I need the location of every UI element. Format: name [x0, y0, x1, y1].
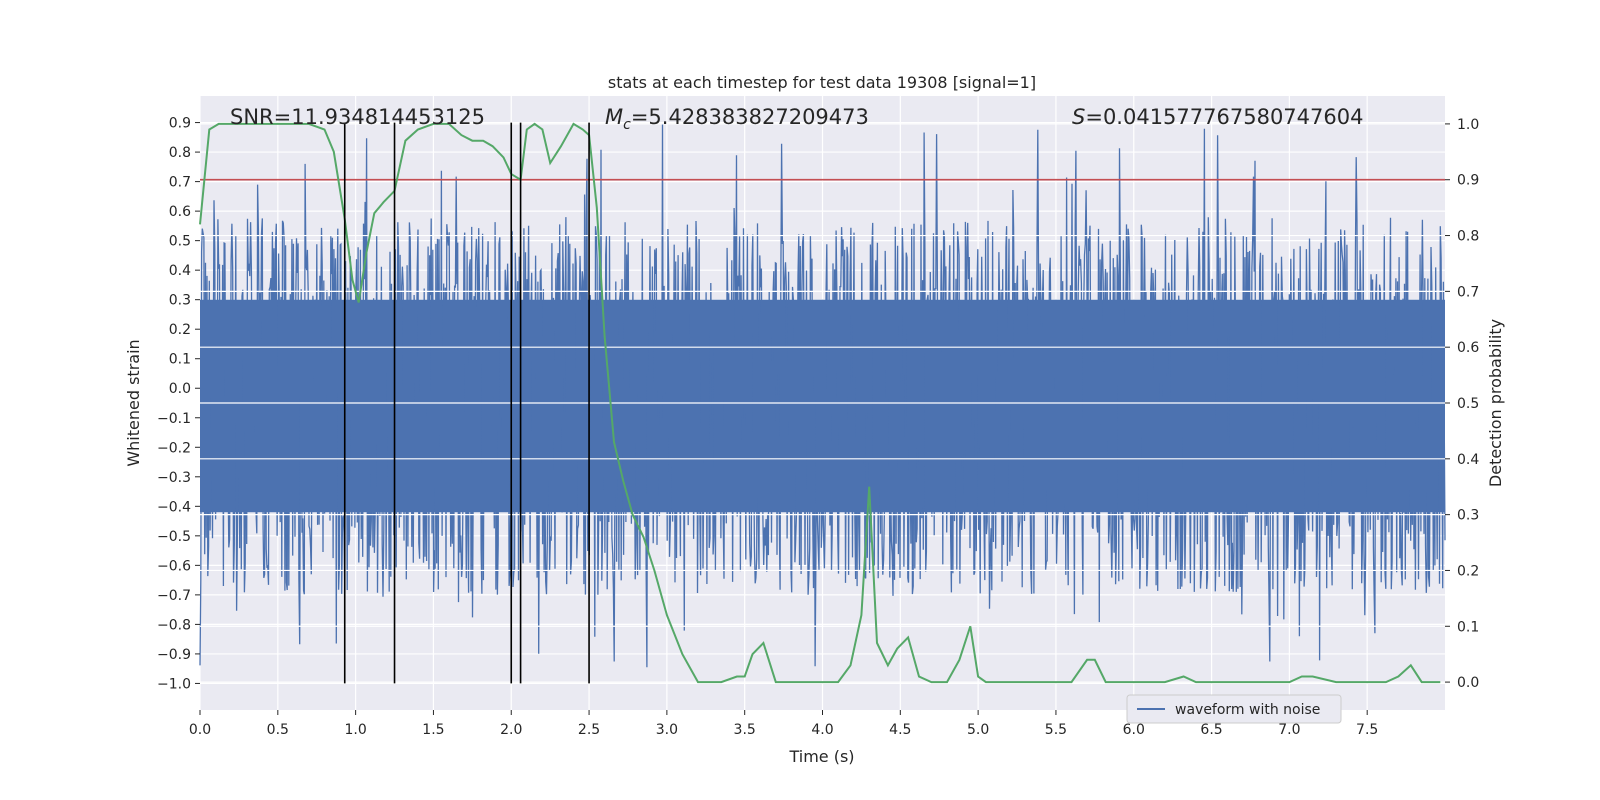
y-tick-label-10: −0.1 [157, 411, 191, 427]
y-tick-label-14: −0.5 [157, 529, 191, 545]
y-right-tick-label-6: 0.4 [1457, 452, 1479, 468]
y-right-tick-label-2: 0.8 [1457, 229, 1479, 245]
legend-label-waveform: waveform with noise [1175, 702, 1320, 718]
y-tick-label-1: 0.8 [169, 145, 191, 161]
y-tick-label-3: 0.6 [169, 204, 191, 220]
x-tick-label-14: 7.0 [1278, 722, 1300, 738]
x-tick-label-1: 0.5 [267, 722, 289, 738]
s-value: =0.041577767580747604 [1085, 105, 1363, 129]
y-tick-label-7: 0.2 [169, 322, 191, 338]
waveform-line [199, 123, 1446, 668]
x-tick-label-5: 2.5 [578, 722, 600, 738]
x-ticks: 0.0 0.5 1.0 1.5 2.0 2.5 3.0 3.5 4.0 4.5 5.0 5.5 6.0 6… [189, 710, 1378, 738]
vertical-markers [343, 122, 590, 684]
x-tick-label-3: 1.5 [422, 722, 444, 738]
y-right-tick-label-4: 0.6 [1457, 340, 1479, 356]
legend-box [1126, 694, 1342, 724]
y-tick-label-18: −0.9 [157, 647, 191, 663]
x-tick-label-7: 3.5 [734, 722, 756, 738]
s-symbol: S [1072, 105, 1085, 129]
mc-annotation: Mc=5.428383827209473 [605, 105, 869, 133]
mc-subscript: c [623, 117, 631, 133]
y-tick-label-4: 0.5 [169, 234, 191, 250]
y-right-tick-label-9: 0.1 [1457, 619, 1479, 635]
x-tick-label-12: 6.0 [1123, 722, 1145, 738]
x-axis-label: Time (s) [788, 747, 854, 766]
y-tick-label-11: −0.2 [157, 440, 191, 456]
s-annotation: S=0.041577767580747604 [1072, 105, 1363, 129]
y-right-tick-label-7: 0.3 [1457, 508, 1479, 524]
y-tick-label-9: 0.0 [169, 381, 191, 397]
y-tick-label-16: −0.7 [157, 588, 191, 604]
x-tick-label-13: 6.5 [1200, 722, 1222, 738]
y-tick-label-13: −0.4 [157, 499, 191, 515]
x-tick-label-10: 5.0 [967, 722, 989, 738]
waveform-series [199, 123, 1446, 668]
chart-title: stats at each timestep for test data 193… [608, 73, 1036, 92]
y-axis-label-right: Detection probability [1486, 319, 1505, 487]
y-right-tick-label-5: 0.5 [1457, 396, 1479, 412]
y-right-tick-label-1: 0.9 [1457, 173, 1479, 189]
y-tick-label-6: 0.3 [169, 293, 191, 309]
y-tick-label-5: 0.4 [169, 263, 191, 279]
probability-line [199, 122, 1441, 684]
mc-value: =5.428383827209473 [631, 105, 869, 129]
snr-annotation: SNR=11.934814453125 [230, 105, 485, 129]
mc-symbol: M [605, 105, 623, 129]
y-tick-label-8: 0.1 [169, 352, 191, 368]
y-tick-label-19: −1.0 [157, 676, 191, 692]
x-tick-label-11: 5.5 [1045, 722, 1067, 738]
y-tick-label-2: 0.7 [169, 175, 191, 191]
probability-layer [199, 122, 1445, 684]
y-tick-label-0: 0.9 [169, 116, 191, 132]
x-tick-label-2: 1.0 [344, 722, 366, 738]
legend: waveform with noise [1126, 694, 1342, 724]
y-tick-label-12: −0.3 [157, 470, 191, 486]
y-tick-label-17: −0.8 [157, 617, 191, 633]
y-right-tick-label-8: 0.2 [1457, 563, 1479, 579]
x-tick-label-15: 7.5 [1356, 722, 1378, 738]
y-right-tick-label-0: 1.0 [1457, 117, 1479, 133]
x-tick-label-8: 4.0 [811, 722, 833, 738]
y-tick-label-15: −0.6 [157, 558, 191, 574]
x-tick-label-6: 3.0 [656, 722, 678, 738]
x-tick-label-4: 2.0 [500, 722, 522, 738]
y-axis-label-left: Whitened strain [124, 339, 143, 466]
y-right-tick-label-3: 0.7 [1457, 284, 1479, 300]
y-right-tick-label-10: 0.0 [1457, 675, 1479, 691]
y-ticks-right: 1.0 0.9 0.8 0.7 0.6 0.5 0.4 0.3 0.2 0.1 0.0 [1445, 117, 1479, 691]
x-tick-label-9: 4.5 [889, 722, 911, 738]
y-ticks-left: 0.9 0.8 0.7 0.6 0.5 0.4 0.3 0.2 0.1 0.0 −0.1 −0.2 −0… [157, 116, 200, 692]
x-tick-label-0: 0.0 [189, 722, 211, 738]
